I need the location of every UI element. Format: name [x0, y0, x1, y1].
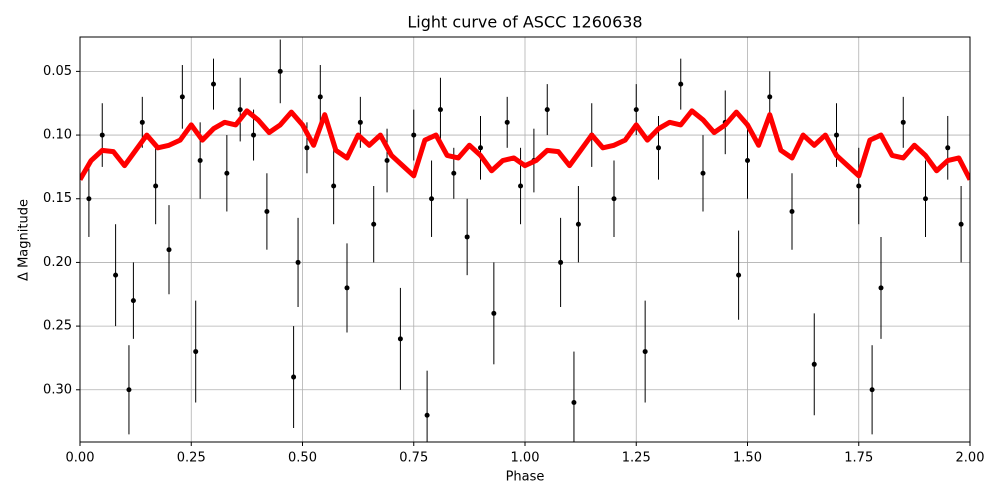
x-tick-label: 0.25	[177, 451, 206, 466]
data-point	[878, 285, 884, 291]
data-point	[130, 298, 136, 304]
data-point	[193, 349, 199, 355]
x-tick-label: 2.00	[956, 451, 985, 466]
data-point	[277, 68, 283, 74]
data-point	[429, 196, 435, 202]
data-point	[251, 132, 257, 138]
data-point	[504, 119, 510, 125]
data-point	[397, 336, 403, 342]
data-point	[224, 170, 230, 176]
data-point	[789, 208, 795, 214]
chart-title: Light curve of ASCC 1260638	[407, 13, 642, 32]
data-point	[166, 247, 172, 253]
x-tick-label: 0.00	[66, 451, 95, 466]
y-tick-label: 0.15	[43, 191, 72, 206]
data-point	[834, 132, 839, 138]
data-point	[700, 170, 706, 176]
y-tick-label: 0.25	[43, 319, 72, 334]
data-point	[558, 259, 564, 265]
y-tick-label: 0.30	[43, 382, 72, 397]
y-tick-label: 0.10	[43, 128, 72, 143]
data-point	[571, 400, 577, 406]
y-axis-label: Δ Magnitude	[17, 199, 32, 281]
data-point	[575, 221, 581, 227]
data-point	[945, 145, 951, 151]
data-point	[611, 196, 617, 202]
data-point	[491, 310, 497, 316]
data-point	[197, 158, 203, 164]
data-point	[331, 183, 337, 189]
data-point	[900, 119, 906, 125]
plot-area	[80, 39, 970, 442]
data-point	[357, 119, 363, 125]
data-point	[86, 196, 92, 202]
data-point	[656, 145, 661, 151]
y-tick-label: 0.05	[43, 64, 72, 79]
data-point	[811, 361, 817, 367]
data-point	[139, 119, 145, 125]
x-tick-label: 1.75	[844, 451, 873, 466]
x-tick-label: 1.00	[511, 451, 540, 466]
data-point	[767, 94, 773, 100]
data-point	[544, 107, 550, 113]
data-point	[126, 387, 132, 393]
data-point	[678, 81, 684, 87]
ticks: 0.00 0.25 0.50 0.75 1.00 1.25 1.50 1.75 2.00 0.05…	[43, 64, 984, 466]
data-point	[958, 221, 964, 227]
data-point	[633, 107, 639, 113]
data-point	[99, 132, 105, 138]
y-tick-label: 0.20	[43, 255, 72, 270]
data-point	[344, 285, 350, 291]
x-axis-label: Phase	[506, 470, 545, 485]
data-point	[179, 94, 185, 100]
data-point	[153, 183, 159, 189]
data-point	[264, 208, 270, 214]
data-point	[923, 196, 928, 202]
data-point	[371, 221, 377, 227]
data-point	[642, 349, 648, 355]
data-point	[745, 158, 750, 164]
data-point	[237, 107, 243, 113]
data-point	[295, 259, 301, 265]
data-point	[304, 145, 310, 151]
data-point	[424, 412, 430, 418]
data-point	[451, 170, 457, 176]
data-point	[317, 94, 323, 100]
x-tick-label: 0.50	[288, 451, 317, 466]
data-point	[736, 272, 742, 278]
data-point	[464, 234, 470, 240]
data-point	[291, 374, 297, 380]
data-point	[518, 183, 524, 189]
smoothed-curve	[80, 108, 970, 181]
data-point	[211, 81, 216, 87]
data-point	[437, 107, 443, 113]
data-point	[384, 158, 390, 164]
x-tick-label: 0.75	[399, 451, 428, 466]
x-tick-label: 1.25	[622, 451, 651, 466]
data-point	[869, 387, 875, 393]
data-point	[856, 183, 862, 189]
data-point	[478, 145, 483, 151]
data-point	[411, 132, 417, 138]
data-point	[113, 272, 119, 278]
x-tick-label: 1.50	[733, 451, 762, 466]
